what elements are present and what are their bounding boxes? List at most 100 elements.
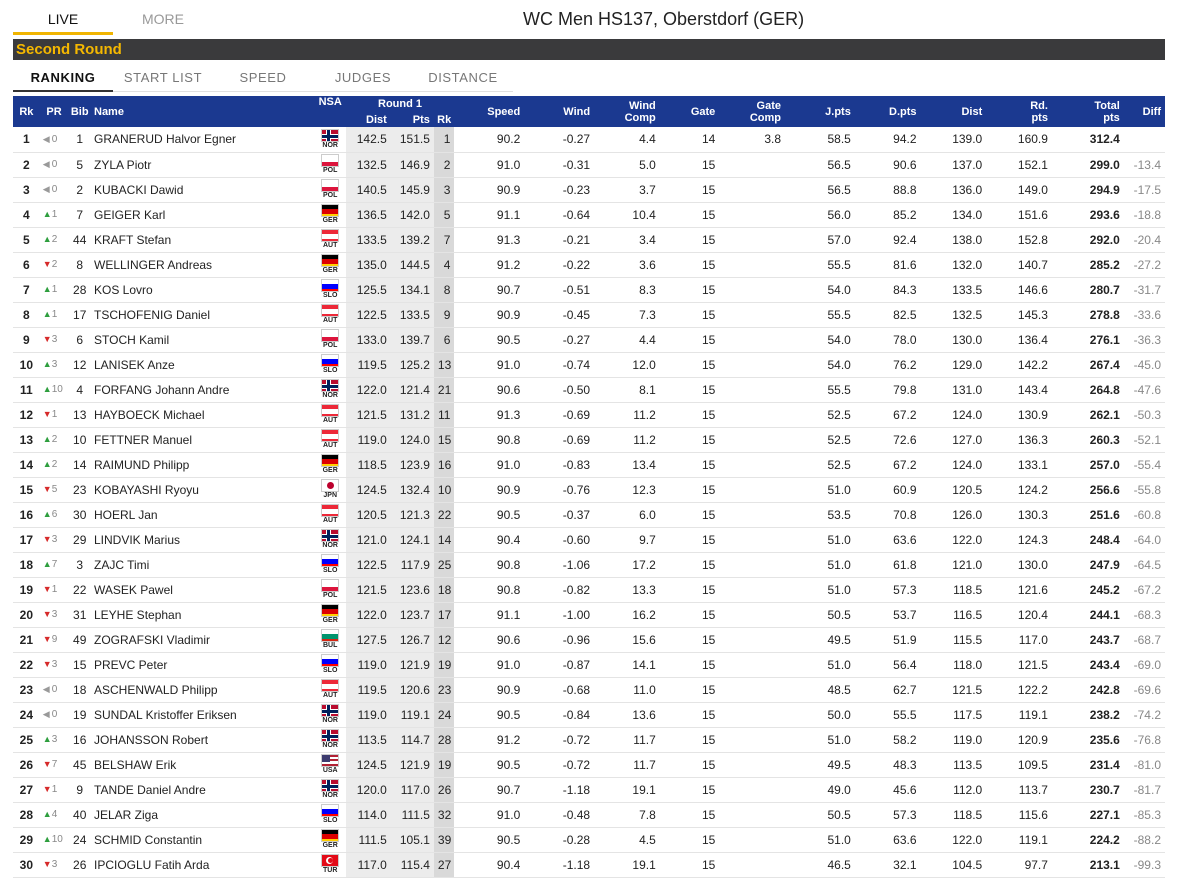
flag-icon: NOR — [320, 779, 340, 800]
flag-icon: NOR — [320, 704, 340, 725]
table-row[interactable]: 14 ▲2 14 RAIMUND Philipp GER 118.5 123.9 16 91.0… — [13, 452, 1165, 478]
table-row[interactable]: 10 ▲3 12 LANISEK Anze SLO 119.5 125.2 13 91.0 -0.… — [13, 352, 1165, 378]
table-row[interactable]: 11 ▲10 4 FORFANG Johann Andre NOR 122.0 121.4 2… — [13, 377, 1165, 403]
table-row[interactable]: 25 ▲3 16 JOHANSSON Robert NOR 113.5 114.7 28 91.… — [13, 727, 1165, 753]
gate-comp-cell — [719, 352, 786, 378]
col-nsa[interactable]: NSA — [314, 96, 346, 112]
col-rk[interactable]: Rk — [13, 96, 40, 127]
table-row[interactable]: 30 ▼3 26 IPCIOGLU Fatih Arda TUR 117.0 115.4 27… — [13, 852, 1165, 878]
table-row[interactable]: 27 ▼1 9 TANDE Daniel Andre NOR 120.0 117.0 26 90… — [13, 777, 1165, 803]
flag-icon: NOR — [320, 379, 340, 400]
table-row[interactable]: 2 ◀ 0 5 ZYLA Piotr POL 132.5 146.9 2 91.0 -0.31 5.0… — [13, 152, 1165, 178]
wind-cell: -1.18 — [524, 777, 595, 803]
gate-comp-cell — [719, 727, 786, 753]
col-jpts[interactable]: J.pts — [785, 96, 855, 127]
flag-icon: NOR — [320, 128, 340, 150]
table-row[interactable]: 21 ▼9 49 ZOGRAFSKI Vladimir BUL 127.5 126.7 12 9… — [13, 627, 1165, 653]
col-diff[interactable]: Diff — [1123, 96, 1165, 127]
col-pr[interactable]: PR — [39, 96, 69, 127]
round-pts-cell: 149.0 — [986, 177, 1052, 203]
col-rd-pts-line2: pts — [1031, 111, 1048, 124]
table-row[interactable]: 15 ▼5 23 KOBAYASHI Ryoyu JPN 124.5 132.4 10 90.9… — [13, 477, 1165, 503]
col-total-pts[interactable]: Total pts — [1051, 96, 1124, 127]
col-dpts[interactable]: D.pts — [854, 96, 921, 127]
rank-cell: 14 — [13, 452, 40, 478]
table-row[interactable]: 17 ▼3 29 LINDVIK Marius NOR 121.0 124.1 14 90.4-… — [13, 527, 1165, 553]
gate-comp-cell — [719, 477, 786, 503]
flag-icon: GER — [320, 204, 340, 225]
table-row[interactable]: 4 ▲1 7 GEIGER Karl GER 136.5 142.0 5 91.1 -0.64 10… — [13, 202, 1165, 228]
table-row[interactable]: 28 ▲4 40 JELAR Ziga SLO 114.0 111.5 32 91.0 -0.48… — [13, 802, 1165, 828]
table-row[interactable]: 3 ◀ 0 2 KUBACKI Dawid POL 140.5 145.9 3 90.9 -0.23… — [13, 177, 1165, 203]
table-row[interactable]: 18 ▲7 3 ZAJC Timi SLO 122.5 117.9 25 90.8 -1.06 17… — [13, 552, 1165, 578]
col-r1-dist[interactable]: Dist — [345, 112, 391, 127]
distance-pts-cell: 82.5 — [854, 302, 921, 328]
col-wind-comp-line1: Wind — [628, 99, 656, 112]
round1-pts: 126.7 — [390, 627, 434, 653]
col-r1-pts[interactable]: Pts — [390, 112, 434, 127]
col-wind[interactable]: Wind — [524, 96, 595, 127]
tab-live[interactable]: LIVE — [13, 0, 113, 35]
col-bib[interactable]: Bib — [68, 96, 91, 127]
table-row[interactable]: 13 ▲2 10 FETTNER Manuel AUT 119.0 124.0 15 90.8-… — [13, 427, 1165, 453]
wind-cell: -0.74 — [524, 352, 595, 378]
tab-distance[interactable]: DISTANCE — [428, 70, 498, 85]
speed-cell: 91.2 — [454, 252, 525, 278]
col-wind-comp-line2: Comp — [624, 111, 656, 124]
position-change-value: 3 — [51, 609, 58, 620]
nsa-code: NOR — [322, 542, 338, 549]
tab-start-list[interactable]: START LIST — [123, 70, 203, 85]
col-dist[interactable]: Dist — [920, 96, 987, 127]
col-gate-comp[interactable]: Gate Comp — [719, 96, 786, 127]
col-nsa-blank — [314, 112, 346, 127]
arrow-up-icon: ▲ — [42, 834, 52, 844]
table-row[interactable]: 19 ▼1 22 WASEK Pawel POL 121.5 123.6 18 90.8 -0.8… — [13, 577, 1165, 603]
col-speed[interactable]: Speed — [454, 96, 525, 127]
distance-pts-cell: 85.2 — [854, 202, 921, 228]
table-row[interactable]: 24 ◀ 0 19 SUNDAL Kristoffer Eriksen NOR 119.0 1… — [13, 702, 1165, 728]
table-row[interactable]: 12 ▼1 13 HAYBOECK Michael AUT 121.5 131.2 11 91.… — [13, 402, 1165, 428]
table-row[interactable]: 26 ▼7 45 BELSHAW Erik USA 124.5 121.9 19 90.5 -0.… — [13, 752, 1165, 778]
table-row[interactable]: 9 ▼3 6 STOCH Kamil POL 133.0 139.7 6 90.5 -0.27 4.… — [13, 327, 1165, 353]
wind-cell: -0.28 — [524, 827, 595, 853]
col-rd-pts-line1: Rd. — [1030, 99, 1048, 112]
round1-dist: 122.0 — [345, 377, 391, 403]
col-wind-comp[interactable]: Wind Comp — [594, 96, 660, 127]
col-rd-pts[interactable]: Rd. pts — [986, 96, 1052, 127]
table-row[interactable]: 6 ▼2 8 WELLINGER Andreas GER 135.0 144.5 4 91.2-… — [13, 252, 1165, 278]
nsa-cell: JPN — [314, 477, 346, 503]
gate-comp-cell — [719, 827, 786, 853]
wind-cell: -0.72 — [524, 752, 595, 778]
round1-dist: 121.5 — [345, 402, 391, 428]
tab-speed[interactable]: SPEED — [239, 70, 287, 85]
table-row[interactable]: 1 ◀ 0 1 GRANERUD Halvor Egner NOR 142.5 151.5 1 9… — [13, 127, 1165, 153]
nsa-cell: AUT — [314, 402, 346, 428]
table-row[interactable]: 23 ◀ 0 18 ASCHENWALD Philipp AUT 119.5 120.6 23 9… — [13, 677, 1165, 703]
table-row[interactable]: 7 ▲1 28 KOS Lovro SLO 125.5 134.1 8 90.7 -0.51 8.3… — [13, 277, 1165, 303]
round1-pts: 145.9 — [390, 177, 434, 203]
tab-more[interactable]: MORE — [142, 11, 184, 27]
col-name[interactable]: Name — [91, 96, 315, 127]
wind-comp-cell: 4.5 — [594, 827, 660, 853]
wind-comp-cell: 9.7 — [594, 527, 660, 553]
athlete-name: TSCHOFENIG Daniel — [91, 302, 315, 328]
wind-comp-cell: 3.6 — [594, 252, 660, 278]
wind-comp-cell: 3.7 — [594, 177, 660, 203]
table-row[interactable]: 29 ▲10 24 SCHMID Constantin GER 111.5 105.1 39 9… — [13, 827, 1165, 853]
position-change-cell: ▼1 — [39, 777, 69, 803]
nsa-code: NOR — [322, 392, 338, 399]
table-row[interactable]: 16 ▲6 30 HOERL Jan AUT 120.5 121.3 22 90.5 -0.37 6… — [13, 502, 1165, 528]
col-gate[interactable]: Gate — [659, 96, 720, 127]
table-row[interactable]: 8 ▲1 17 TSCHOFENIG Daniel AUT 122.5 133.5 9 90.9… — [13, 302, 1165, 328]
distance-cell: 124.0 — [920, 452, 987, 478]
table-row[interactable]: 5 ▲2 44 KRAFT Stefan AUT 133.5 139.2 7 91.3 -0.21… — [13, 227, 1165, 253]
tab-ranking[interactable]: RANKING — [13, 66, 113, 92]
total-pts-cell: 264.8 — [1051, 377, 1124, 403]
tab-judges[interactable]: JUDGES — [334, 70, 392, 85]
table-row[interactable]: 22 ▼3 15 PREVC Peter SLO 119.0 121.9 19 91.0 -0.8… — [13, 652, 1165, 678]
round-pts-cell: 143.4 — [986, 377, 1052, 403]
col-r1-rk[interactable]: Rk — [433, 112, 455, 127]
nsa-code: AUT — [323, 442, 338, 449]
table-row[interactable]: 20 ▼3 31 LEYHE Stephan GER 122.0 123.7 17 91.1 -1… — [13, 602, 1165, 628]
position-change-cell: ▲1 — [39, 277, 69, 303]
